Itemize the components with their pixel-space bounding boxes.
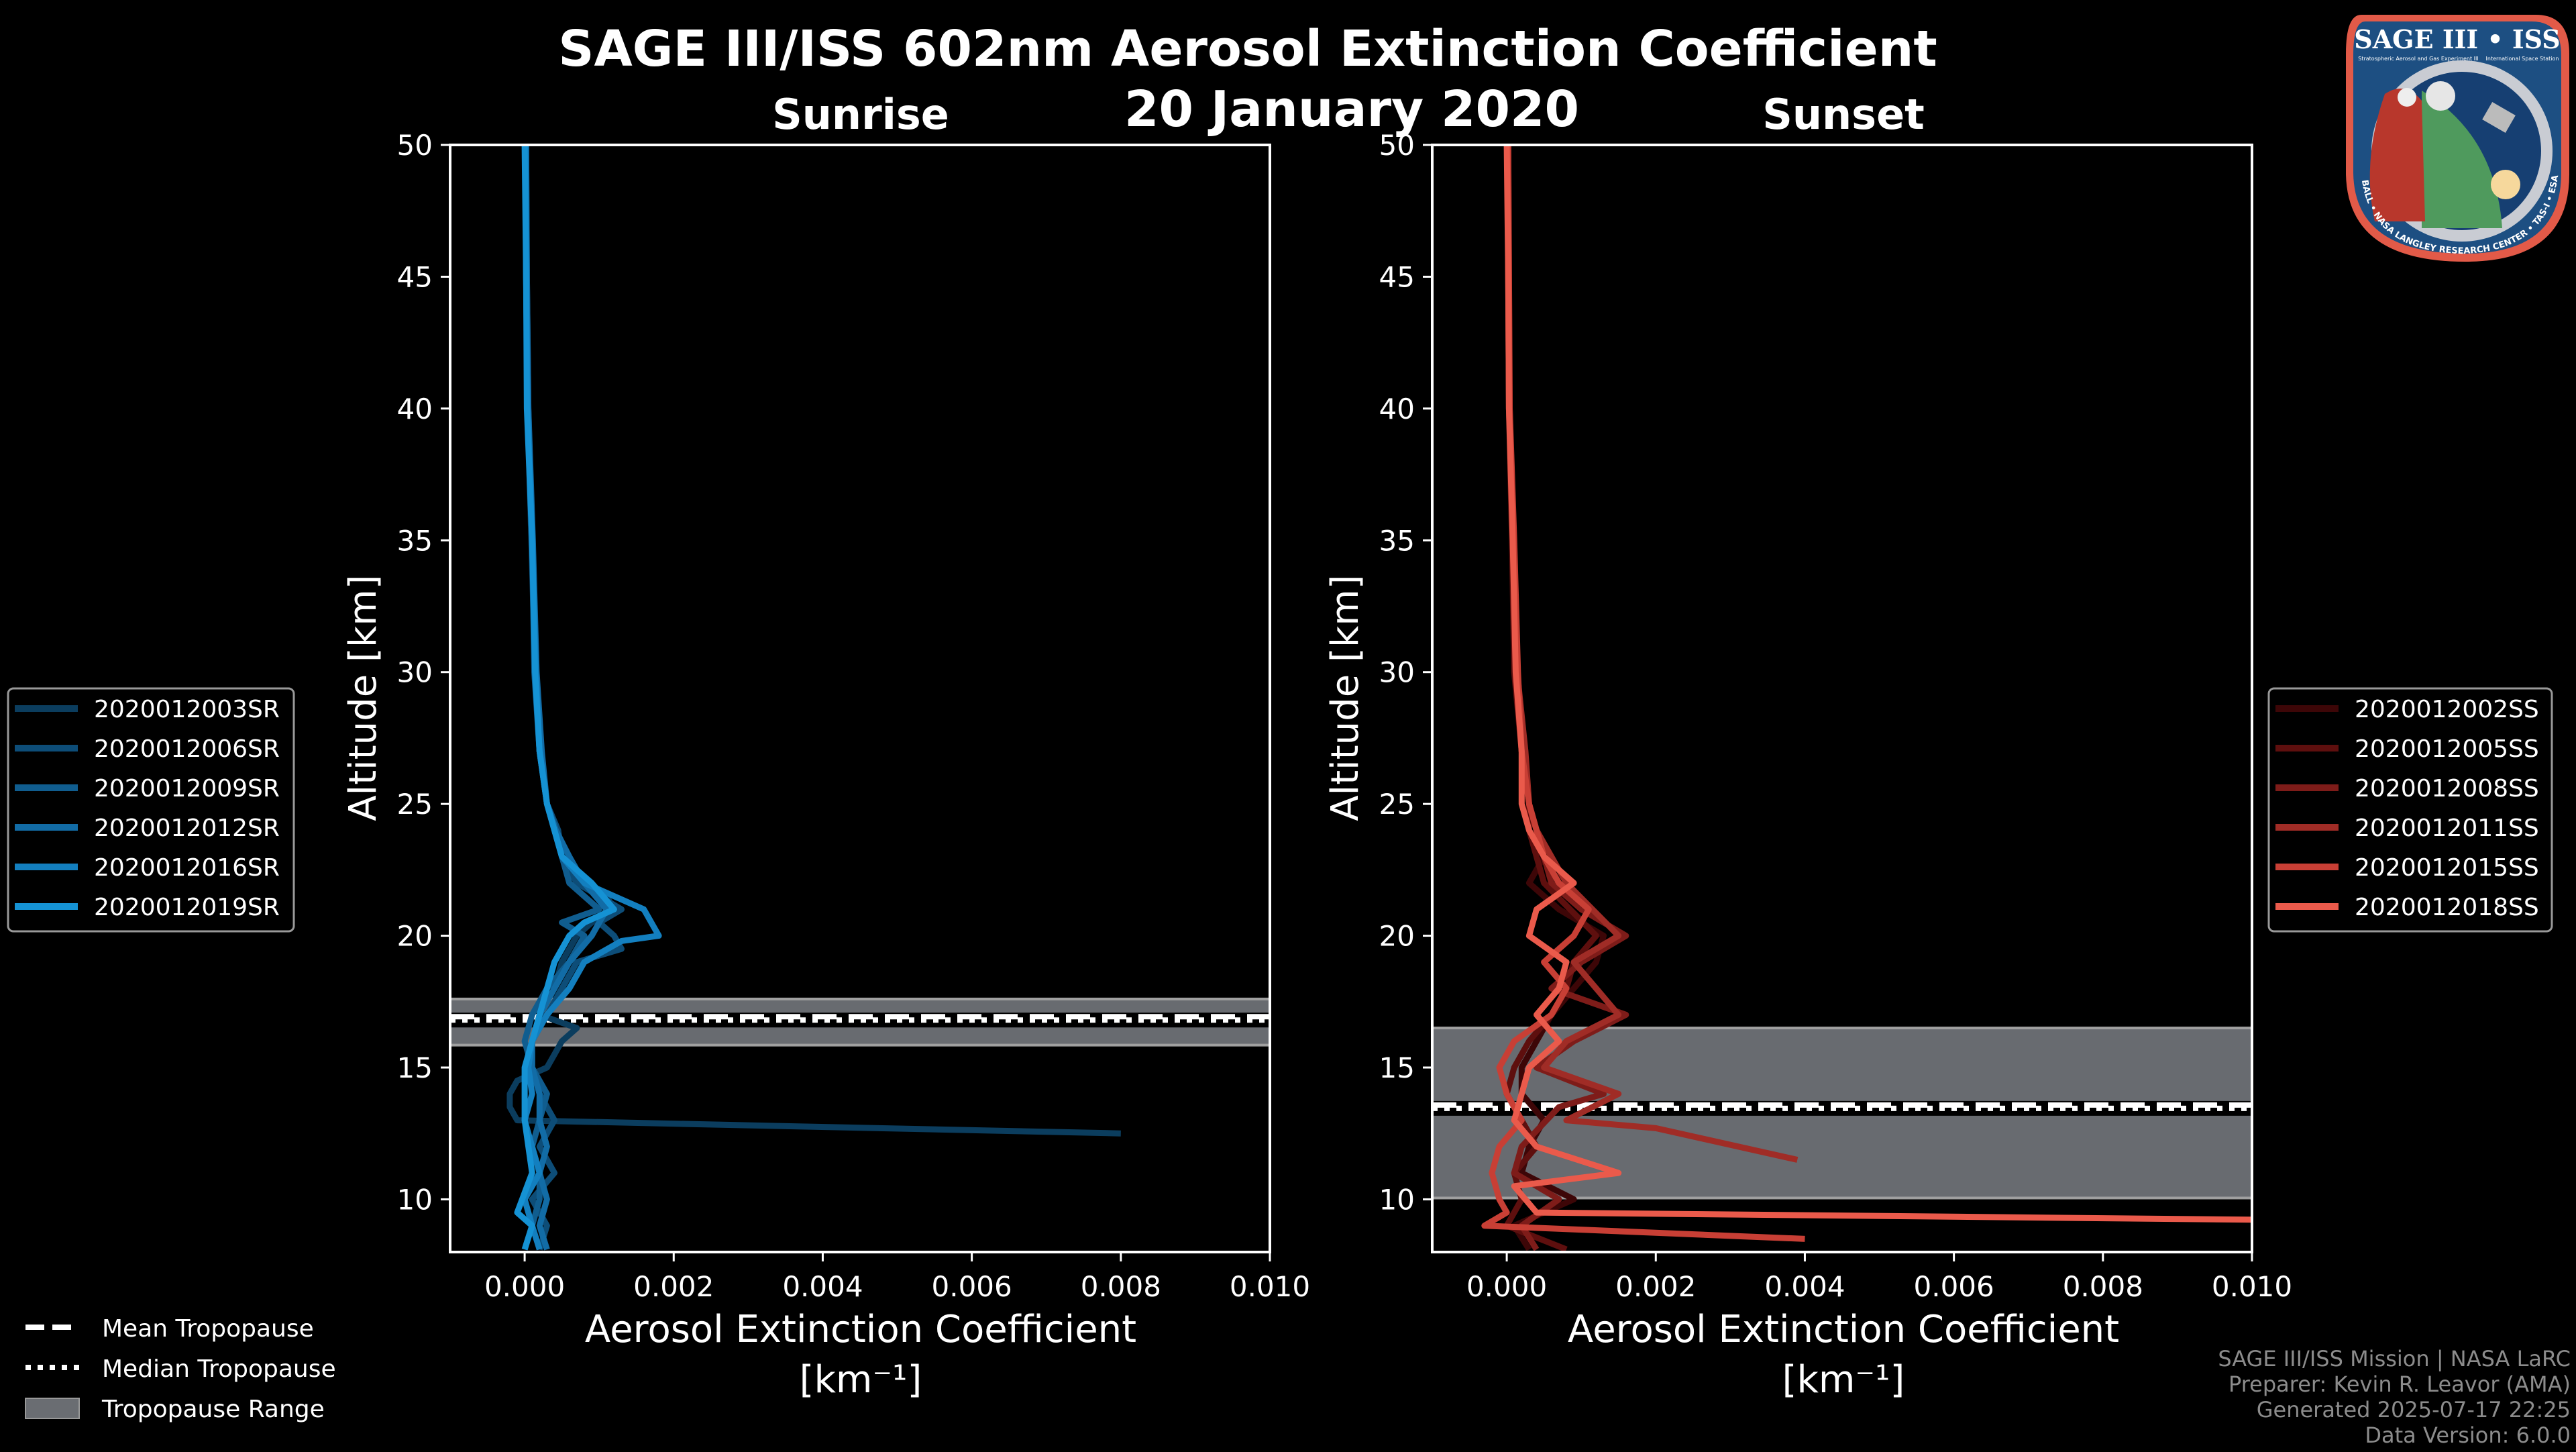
sunrise-axes: 0.000 0.002 0.004 0.006 0.008 0.010 10 15 20 25 30… [397,129,1311,1303]
y-tick-label: 40 [397,393,433,425]
legend-label: 2020012005SS [2355,735,2539,763]
x-tick-label: 0.004 [1764,1270,1845,1303]
y-tick-label: 20 [1379,920,1415,953]
y-tick-label: 15 [1379,1051,1415,1084]
legend-label: 2020012009SR [94,775,280,802]
y-tick-label: 15 [397,1051,433,1084]
x-tick-label: 0.000 [1466,1270,1547,1303]
x-tick-label: 0.010 [2212,1270,2292,1303]
sunset-xlabel: Aerosol Extinction Coefficient [1568,1308,2119,1351]
y-tick-label: 20 [397,920,433,953]
footer-generated: Generated 2025-07-17 22:25 [2257,1397,2571,1422]
footer: SAGE III/ISS Mission | NASA LaRC Prepare… [2218,1346,2571,1448]
legend-label: 2020012011SS [2355,815,2539,842]
x-tick-label: 0.008 [2063,1270,2143,1303]
logo-subtitle-left: Stratospheric Aerosol and Gas Experiment… [2358,56,2478,62]
y-tick-label: 30 [1379,656,1415,689]
y-tick-label: 25 [1379,788,1415,821]
tropopause-range-swatch [25,1398,80,1419]
sunset-axes-frame [1431,144,2253,1253]
x-tick-label: 0.006 [1914,1270,1994,1303]
sunrise-xunit: [km⁻¹] [800,1358,922,1402]
footer-preparer: Preparer: Kevin R. Leavor (AMA) [2229,1371,2571,1397]
y-tick-label: 45 [397,260,433,293]
logo-title: SAGE III • ISS [2354,24,2560,54]
mean-tropopause-label: Mean Tropopause [102,1315,314,1343]
sunset-xunit: [km⁻¹] [1782,1358,1905,1402]
sunset-legend: 2020012002SS 2020012005SS 2020012008SS 2020… [2267,687,2553,933]
tropopause-range-label: Tropopause Range [101,1396,325,1423]
series-line-2020012011SS [1504,145,1799,1163]
x-tick-label: 0.004 [782,1270,863,1303]
sunset-title: Sunset [1762,90,1925,139]
y-tick-label: 25 [397,788,433,821]
x-tick-label: 0.006 [932,1270,1012,1303]
y-tick-label: 30 [397,656,433,689]
legend-label: 2020012015SS [2355,854,2539,882]
series-line-2020012016SR [521,145,662,1251]
sunset-ylabel: Altitude [km] [1324,574,1367,821]
x-tick-label: 0.010 [1230,1270,1310,1303]
y-tick-label: 40 [1379,393,1415,425]
tropopause-legend: Mean Tropopause Median Tropopause Tropop… [25,1315,336,1423]
x-tick-label: 0.002 [633,1270,714,1303]
y-tick-label: 10 [1379,1183,1415,1216]
footer-mission: SAGE III/ISS Mission | NASA LaRC [2218,1346,2571,1371]
figure-date: 20 January 2020 [1124,81,1579,138]
legend-label: 2020012018SS [2355,894,2539,921]
sunrise-plot-area [450,145,1270,1251]
series-line-2020012019SR [514,145,617,1251]
legend-label: 2020012008SS [2355,775,2539,802]
y-tick-label: 10 [397,1183,433,1216]
sunrise-legend: 2020012003SR 2020012006SR 2020012009SR 2020… [7,687,295,933]
sunset-axes: 0.000 0.002 0.004 0.006 0.008 0.010 10 15 20 25 30… [1379,129,2293,1303]
sunset-plot-area [1432,145,2252,1252]
logo-subtitle-right: International Space Station [2486,56,2559,62]
sage-iii-iss-logo: SAGE III • ISS Stratospheric Aerosol and… [2346,15,2569,262]
y-tick-label: 45 [1379,260,1415,293]
x-tick-label: 0.002 [1615,1270,1696,1303]
series-line-2020012018SS [1503,145,2252,1223]
y-tick-label: 50 [397,129,433,162]
legend-label: 2020012019SR [94,894,280,921]
y-tick-label: 50 [1379,129,1415,162]
x-tick-label: 0.008 [1081,1270,1161,1303]
legend-label: 2020012006SR [94,735,280,763]
x-tick-label: 0.000 [484,1270,565,1303]
legend-label: 2020012012SR [94,815,280,842]
sunrise-axes-frame [449,144,1271,1253]
legend-label: 2020012016SR [94,854,280,882]
y-tick-label: 35 [1379,524,1415,557]
sunrise-xlabel: Aerosol Extinction Coefficient [585,1308,1136,1351]
median-tropopause-label: Median Tropopause [102,1355,336,1383]
figure-title: SAGE III/ISS 602nm Aerosol Extinction Co… [558,20,1937,78]
legend-label: 2020012002SS [2355,696,2539,723]
legend-label: 2020012003SR [94,696,280,723]
footer-version: Data Version: 6.0.0 [2365,1422,2571,1448]
sunrise-ylabel: Altitude [km] [341,574,385,821]
series-line-2020012003SR [506,145,1121,1137]
sunrise-title: Sunrise [772,90,949,139]
y-tick-label: 35 [397,524,433,557]
